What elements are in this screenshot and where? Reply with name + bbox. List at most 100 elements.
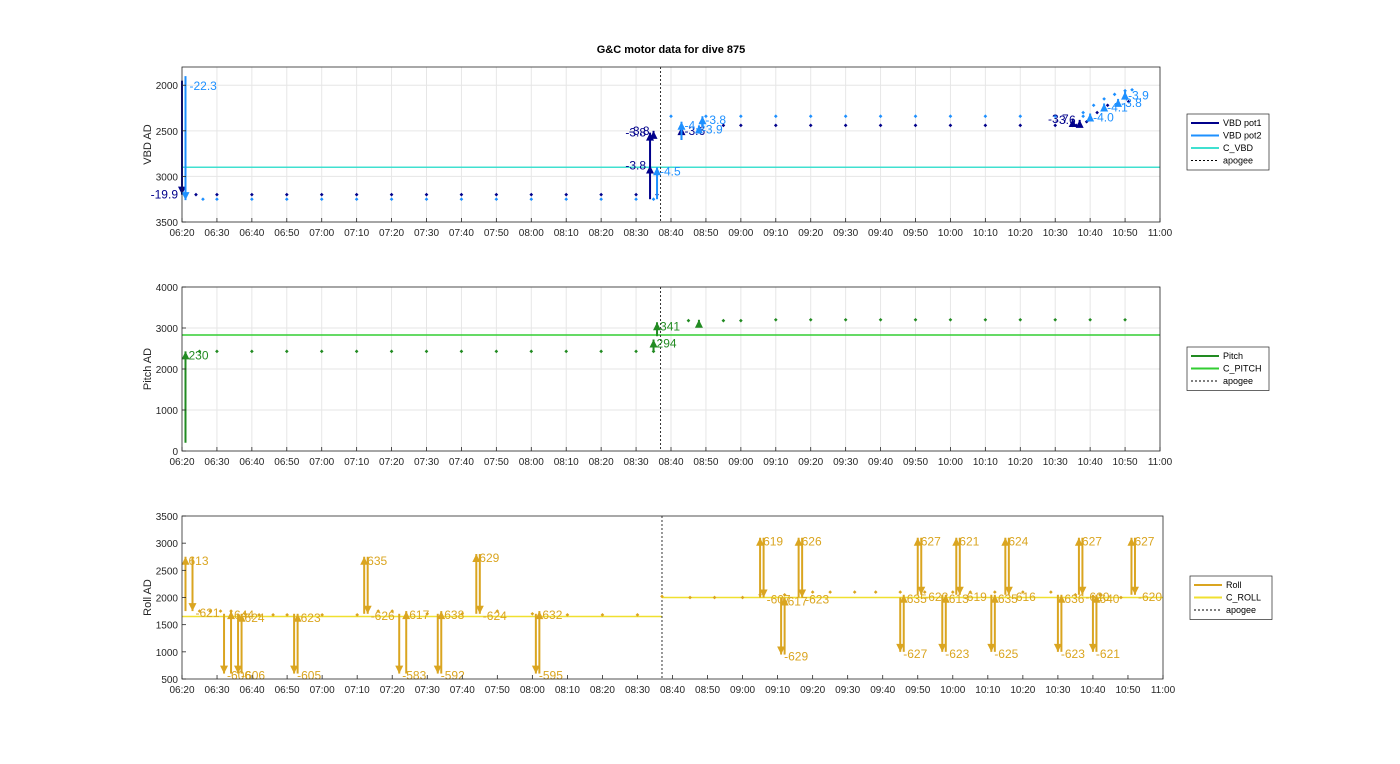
move-arrow-head xyxy=(234,665,243,674)
move-arrow-head xyxy=(402,611,411,620)
y-tick-label: 4000 xyxy=(156,283,179,294)
x-tick-label: 07:00 xyxy=(310,685,335,696)
x-tick-label: 11:00 xyxy=(1148,457,1173,468)
data-point xyxy=(376,609,381,613)
annotation-label: 627 xyxy=(1082,535,1102,549)
data-point xyxy=(215,192,219,197)
move-arrow-head xyxy=(649,339,658,348)
data-point xyxy=(215,349,219,354)
move-arrow-head xyxy=(646,165,655,174)
move-arrow-head xyxy=(395,665,404,674)
annotation-label: -616 xyxy=(1012,590,1036,604)
x-tick-label: 08:40 xyxy=(658,457,683,468)
data-point xyxy=(843,123,848,128)
annotation-label: -3.6 xyxy=(1055,113,1076,127)
x-tick-label: 11:00 xyxy=(1148,228,1173,239)
move-arrow-head xyxy=(1092,594,1101,603)
move-arrow-head xyxy=(181,192,190,201)
x-tick-label: 09:40 xyxy=(868,457,893,468)
move-arrow-head xyxy=(777,646,786,655)
move-arrow-head xyxy=(290,665,299,674)
move-arrow-head xyxy=(1130,586,1139,595)
data-point xyxy=(529,349,534,354)
x-tick-label: 08:50 xyxy=(693,228,718,239)
move-arrow-head xyxy=(952,537,961,546)
data-point xyxy=(459,192,464,197)
data-point xyxy=(599,192,603,197)
x-tick-label: 07:40 xyxy=(449,228,474,239)
y-tick-label: 2000 xyxy=(156,365,179,376)
x-tick-label: 06:20 xyxy=(169,457,194,468)
move-arrow-head xyxy=(938,643,947,652)
data-point xyxy=(494,197,499,202)
annotation-label: 624 xyxy=(1008,535,1028,549)
data-point xyxy=(495,609,500,613)
data-point xyxy=(201,197,205,202)
subplot-3: 613-621-606644-606624-605623635-626-5836… xyxy=(142,512,1273,696)
x-tick-label: 08:00 xyxy=(520,685,545,696)
move-arrow-head xyxy=(531,665,540,674)
data-point xyxy=(494,349,499,354)
annotation-label: 638 xyxy=(444,608,464,622)
move-arrow-head xyxy=(293,613,302,622)
x-tick-label: 08:30 xyxy=(625,685,650,696)
x-tick-label: 08:10 xyxy=(554,228,579,239)
y-tick-label: 2000 xyxy=(156,594,179,605)
data-point xyxy=(660,594,664,599)
move-arrow-head xyxy=(227,611,236,620)
legend-label: C_VBD xyxy=(1223,143,1254,153)
x-tick-label: 09:30 xyxy=(833,457,858,468)
data-point xyxy=(459,349,464,354)
annotation-label: 644 xyxy=(234,608,254,622)
x-tick-label: 10:40 xyxy=(1080,685,1105,696)
data-point xyxy=(284,197,289,202)
data-point xyxy=(530,611,535,616)
data-point xyxy=(828,590,832,594)
data-point xyxy=(634,349,638,354)
x-tick-label: 08:10 xyxy=(555,685,580,696)
x-tick-label: 07:30 xyxy=(415,685,440,696)
x-tick-label: 09:10 xyxy=(763,457,788,468)
data-point xyxy=(194,192,198,197)
move-arrow-head xyxy=(181,556,190,565)
annotation-label: -623 xyxy=(1061,647,1085,661)
annotation-label: -3.8 xyxy=(625,126,646,140)
annotation-label: -621 xyxy=(1096,647,1120,661)
x-tick-label: 09:20 xyxy=(798,228,823,239)
data-point xyxy=(1049,590,1053,594)
y-tick-label: 3500 xyxy=(156,218,179,229)
legend-label: Roll xyxy=(1226,580,1242,590)
annotation-label: 627 xyxy=(1134,535,1154,549)
move-arrow-head xyxy=(896,643,905,652)
x-tick-label: 09:40 xyxy=(870,685,895,696)
data-point xyxy=(808,317,813,322)
y-tick-label: 1000 xyxy=(156,406,179,417)
move-arrow-head xyxy=(475,605,484,614)
x-tick-label: 08:30 xyxy=(624,457,649,468)
x-tick-label: 08:20 xyxy=(589,457,614,468)
data-point xyxy=(992,590,997,594)
annotation-label: -592 xyxy=(441,669,465,683)
move-arrow-head xyxy=(1053,643,1062,652)
y-tick-label: 2500 xyxy=(156,566,179,577)
move-arrow-head xyxy=(1075,119,1084,128)
data-point xyxy=(843,114,848,119)
data-point xyxy=(250,349,254,354)
data-point xyxy=(389,192,394,197)
data-point xyxy=(564,349,569,354)
move-arrow-head xyxy=(987,643,996,652)
move-arrow-head xyxy=(913,537,922,546)
x-tick-label: 06:30 xyxy=(204,228,229,239)
x-tick-label: 07:30 xyxy=(414,228,439,239)
x-tick-label: 10:50 xyxy=(1115,685,1140,696)
x-tick-label: 10:20 xyxy=(1008,457,1033,468)
x-tick-label: 07:10 xyxy=(344,228,369,239)
x-tick-label: 11:00 xyxy=(1151,685,1176,696)
data-point xyxy=(354,197,359,202)
move-arrow-head xyxy=(472,554,481,563)
data-point xyxy=(354,192,359,197)
x-tick-label: 10:30 xyxy=(1045,685,1070,696)
annotation-label: -3.6 xyxy=(684,124,705,138)
move-arrow-head xyxy=(780,597,789,606)
